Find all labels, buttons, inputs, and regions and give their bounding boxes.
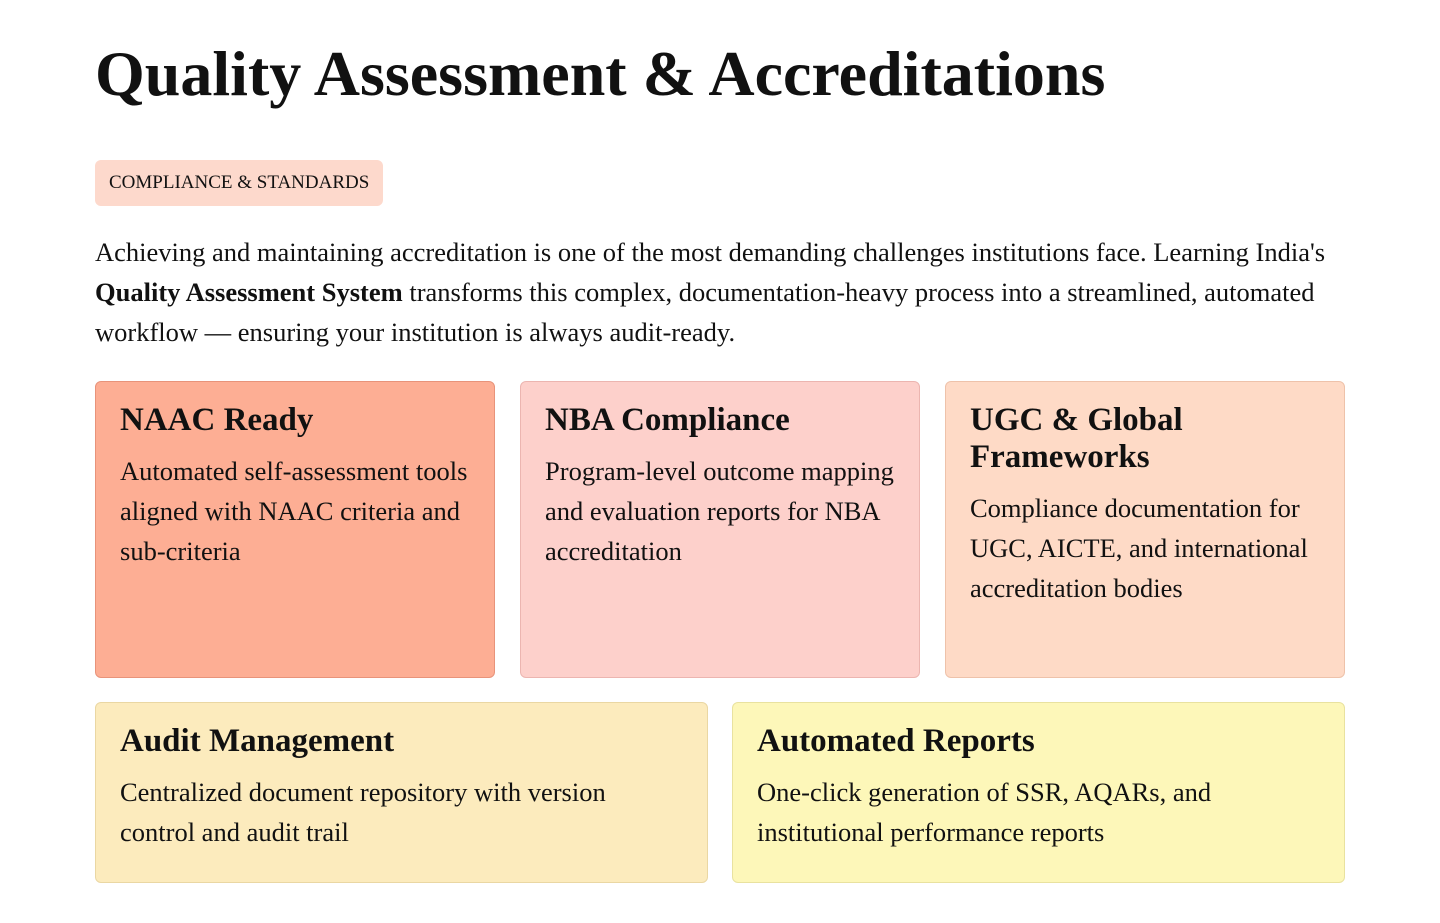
feature-card: UGC & Global Frameworks Compliance docume… bbox=[945, 381, 1345, 678]
card-text: Program-level outcome mapping and evalua… bbox=[545, 456, 894, 566]
card-title: Automated Reports bbox=[757, 723, 1035, 759]
card-title: NAAC Ready bbox=[120, 402, 314, 438]
intro-bold: Quality Assessment System bbox=[95, 277, 403, 307]
feature-card: Automated Reports One-click generation of… bbox=[732, 702, 1345, 883]
intro-text: transforms this complex, documentation-h… bbox=[95, 277, 1315, 347]
feature-card: NBA Compliance Program-level outcome mapp… bbox=[520, 381, 920, 678]
feature-card: NAAC Ready Automated self-assessment tool… bbox=[95, 381, 495, 678]
intro: Achieving and maintaining accreditation … bbox=[95, 232, 1345, 352]
card-text: Centralized document repository with ver… bbox=[120, 777, 606, 847]
intro-text: Achieving and maintaining accreditation … bbox=[95, 237, 1326, 267]
tag: COMPLIANCE & STANDARDS bbox=[95, 160, 384, 206]
card-text: Compliance documentation for UGC, AICTE,… bbox=[970, 493, 1308, 603]
card-title: NBA Compliance bbox=[545, 402, 790, 438]
page-title: Quality Assessment & Accreditations bbox=[95, 38, 1106, 109]
feature-card: Audit Management Centralized document rep… bbox=[95, 702, 708, 883]
card-title: Audit Management bbox=[120, 723, 395, 759]
card-text: Automated self-assessment tools aligned … bbox=[120, 456, 468, 566]
card-title: UGC & Global Frameworks bbox=[970, 402, 1183, 475]
card-text: One-click generation of SSR, AQARs, and … bbox=[757, 777, 1212, 847]
